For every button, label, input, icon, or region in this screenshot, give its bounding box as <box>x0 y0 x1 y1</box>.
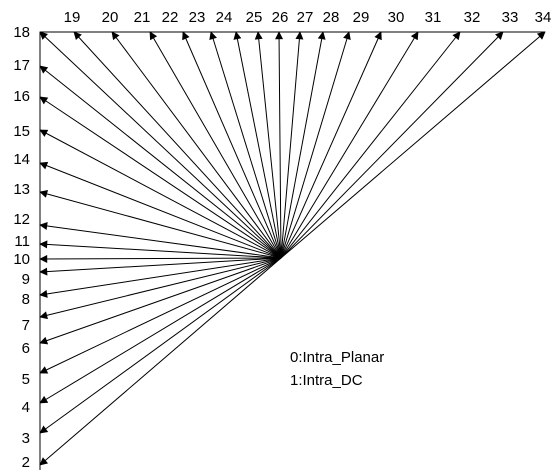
ray-mode-3 <box>39 257 282 434</box>
mode-label-15: 15 <box>13 123 30 140</box>
ray-mode-24 <box>233 31 282 259</box>
mode-label-21: 21 <box>134 9 151 26</box>
ray-mode-2 <box>39 257 282 466</box>
ray-mode-15 <box>39 129 282 259</box>
mode-label-2: 2 <box>22 454 30 471</box>
ray-mode-11 <box>39 240 282 259</box>
ray-mode-9 <box>39 257 282 276</box>
ray-mode-19 <box>73 31 282 259</box>
mode-label-14: 14 <box>13 151 30 168</box>
mode-label-17: 17 <box>13 57 30 74</box>
mode-label-25: 25 <box>246 9 263 26</box>
ray-mode-32 <box>280 31 461 259</box>
mode-label-23: 23 <box>189 9 206 26</box>
mode-label-27: 27 <box>297 9 314 26</box>
ray-mode-10 <box>39 254 282 263</box>
mode-label-24: 24 <box>216 9 233 26</box>
ray-mode-16 <box>39 96 282 259</box>
mode-label-5: 5 <box>22 371 30 388</box>
mode-label-7: 7 <box>22 317 30 334</box>
ray-mode-25 <box>254 31 282 259</box>
mode-label-18: 18 <box>13 24 30 41</box>
ray-mode-6 <box>39 257 282 345</box>
mode-label-28: 28 <box>323 9 340 26</box>
top-mode-labels: 19 20 21 22 23 24 25 26 27 28 29 30 31 32 33 34 <box>64 9 552 26</box>
mode-label-32: 32 <box>464 9 481 26</box>
mode-label-22: 22 <box>162 9 179 26</box>
ray-mode-28 <box>280 31 326 259</box>
mode-label-8: 8 <box>22 291 30 308</box>
ray-mode-29 <box>280 31 351 259</box>
ray-mode-20 <box>111 31 282 259</box>
ray-mode-12 <box>39 222 282 259</box>
mode-label-12: 12 <box>13 211 30 228</box>
mode-label-10: 10 <box>13 251 30 268</box>
ray-mode-13 <box>39 190 282 259</box>
mode-label-26: 26 <box>272 9 289 26</box>
legend-dc: 1:Intra_DC <box>290 372 363 389</box>
mode-label-13: 13 <box>13 181 30 198</box>
mode-label-20: 20 <box>102 9 119 26</box>
ray-mode-4 <box>39 257 282 404</box>
ray-mode-30 <box>280 31 382 259</box>
mode-label-29: 29 <box>353 9 370 26</box>
legend-planar: 0:Intra_Planar <box>290 349 384 366</box>
ray-mode-22 <box>182 31 282 259</box>
ray-mode-7 <box>39 257 282 320</box>
ray-mode-18 <box>39 31 282 259</box>
ray-mode-8 <box>39 257 282 298</box>
mode-label-33: 33 <box>502 9 519 26</box>
mode-label-30: 30 <box>388 9 405 26</box>
ray-mode-23 <box>209 31 282 259</box>
ray-mode-14 <box>39 161 282 259</box>
mode-label-9: 9 <box>22 271 30 288</box>
ray-mode-33 <box>280 31 504 259</box>
ray-mode-27 <box>280 31 304 259</box>
mode-label-4: 4 <box>22 399 30 416</box>
ray-mode-26 <box>275 31 284 259</box>
mode-label-34: 34 <box>535 9 552 26</box>
mode-label-16: 16 <box>13 88 30 105</box>
ray-mode-34 <box>280 31 546 259</box>
mode-label-3: 3 <box>22 430 30 447</box>
mode-label-19: 19 <box>64 9 81 26</box>
ray-mode-5 <box>39 257 282 374</box>
mode-label-11: 11 <box>14 233 30 250</box>
direction-rays <box>39 31 546 466</box>
mode-label-31: 31 <box>425 9 442 26</box>
ray-mode-31 <box>280 31 419 259</box>
ray-mode-21 <box>149 31 282 259</box>
ray-mode-17 <box>39 65 282 259</box>
mode-label-6: 6 <box>22 340 30 357</box>
